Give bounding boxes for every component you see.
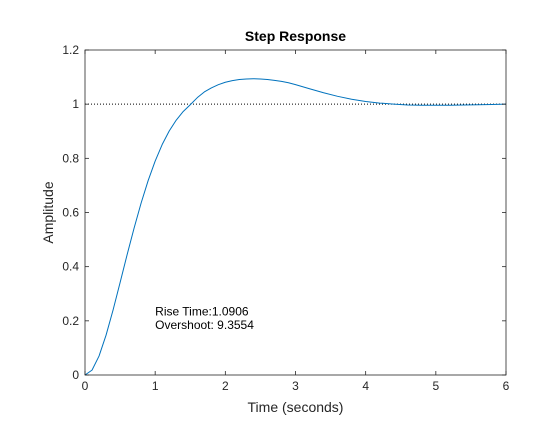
- x-tick-label: 1: [152, 379, 159, 393]
- x-tick-label: 4: [362, 379, 369, 393]
- x-tick-label: 6: [503, 379, 510, 393]
- x-tick-label: 2: [222, 379, 229, 393]
- y-axis-title: Amplitude: [40, 181, 56, 243]
- x-tick-label: 3: [292, 379, 299, 393]
- y-tick-label: 0.6: [62, 206, 79, 220]
- ticks-layer: 0 1 2 3 4 5 6 0 0.2 0.4 0.6 0.8 1 1.2: [62, 43, 509, 393]
- y-tick-label: 0.2: [62, 314, 79, 328]
- chart-title: Step Response: [245, 28, 346, 44]
- plot-background: [85, 50, 506, 375]
- annotation-text-1: Overshoot: 9.3554: [155, 318, 254, 332]
- y-tick-label: 0.8: [62, 151, 79, 165]
- y-tick-label: 1.2: [62, 43, 79, 57]
- y-tick-label: 1: [72, 97, 79, 111]
- x-tick-label: 5: [432, 379, 439, 393]
- y-tick-label: 0.4: [62, 260, 79, 274]
- annotation-text-0: Rise Time:1.0906: [155, 304, 249, 318]
- y-tick-label: 0: [72, 368, 79, 382]
- series-layer: [84, 78, 507, 376]
- x-tick-label: 0: [82, 379, 89, 393]
- x-axis-title: Time (seconds): [248, 399, 344, 415]
- step-response-line-0: [84, 78, 507, 376]
